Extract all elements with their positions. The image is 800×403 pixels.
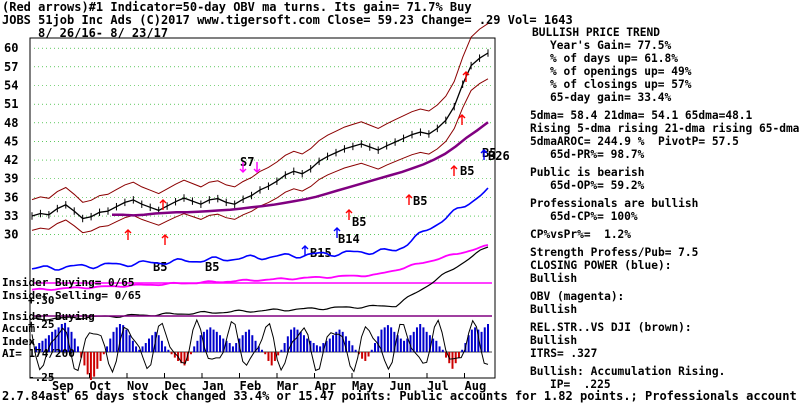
accum-ma-line xyxy=(31,318,489,374)
signal-label: B5 xyxy=(460,164,474,178)
y-tick-label: 33 xyxy=(4,209,18,223)
y-tick-label: 60 xyxy=(4,41,18,55)
y-tick-label: 51 xyxy=(4,97,18,111)
panel-pr65: 65d-PR%= 98.7% xyxy=(550,148,645,161)
ai-value-label: AI= 174/200 xyxy=(2,347,75,360)
y-tick-label: 39 xyxy=(4,172,18,186)
panel-cpvspr: CP%vsPr%= 1.2% xyxy=(530,228,632,241)
x-month-label: Dec xyxy=(165,379,187,393)
signal-arrowhead xyxy=(458,114,466,119)
insider-buying-label: Insider Buying= 0/65 xyxy=(2,276,134,289)
panel-rising: Rising 5-dma rising 21-dma rising 65-dma xyxy=(530,122,800,135)
panel-obv: OBV (magenta): xyxy=(530,290,625,303)
signal-arrowhead xyxy=(405,194,413,199)
panel-closings-up: % of closings up= 57% xyxy=(550,78,692,91)
chart-header-line1: (Red arrows)#1 Indicator=50-day OBV ma t… xyxy=(2,0,472,14)
panel-closing-power-val: Bullish xyxy=(530,272,578,285)
insider-selling-label: Insider Selling= 0/65 xyxy=(2,289,141,302)
x-month-label: Sep xyxy=(52,379,74,393)
panel-accum: Bullish: Accumulation Rising. xyxy=(530,365,726,378)
price-bands xyxy=(31,23,489,234)
indicator-panels xyxy=(31,187,492,380)
price-plot-frame xyxy=(29,37,496,379)
insider-buying-label-2: Insider Buying xyxy=(2,310,95,323)
signal-arrowhead xyxy=(301,245,309,250)
signal-arrowhead xyxy=(159,199,167,204)
obv-line xyxy=(31,244,489,291)
x-month-label: Jun xyxy=(390,379,412,393)
x-month-label: Aug xyxy=(465,379,487,393)
price-line xyxy=(31,52,489,220)
x-month-label: Jul xyxy=(427,379,449,393)
panel-ip: IP= .225 xyxy=(550,378,611,391)
y-tick-label: 54 xyxy=(4,79,18,93)
panel-aroc: 5dmaAROC= 244.9 % PivotP= 57.5 xyxy=(530,135,739,148)
ma65-line xyxy=(112,121,489,217)
accum-bottom-label: -.25 xyxy=(28,371,55,384)
signal-label: B5 xyxy=(352,215,366,229)
signal-arrowhead xyxy=(480,149,488,154)
x-month-label: Mar xyxy=(277,379,299,393)
x-month-label: Feb xyxy=(240,379,262,393)
signal-arrowhead xyxy=(253,168,261,173)
closing-power-line xyxy=(31,187,489,271)
signal-arrowhead xyxy=(161,234,169,239)
signal-label: B5 xyxy=(205,260,219,274)
y-tick-label: 48 xyxy=(4,116,18,130)
y-tick-label: 36 xyxy=(4,190,18,204)
lower-band xyxy=(31,78,489,234)
panel-days-up: % of days up= 61.8% xyxy=(550,52,678,65)
panel-strength: Strength Profess/Pub= 7.5 xyxy=(530,246,699,259)
signal-label: B26 xyxy=(488,149,510,163)
panel-gain65: 65-day gain= 33.4% xyxy=(550,91,672,104)
signal-arrowhead xyxy=(450,165,458,170)
panel-itrs: ITRS= .327 xyxy=(530,347,598,360)
y-tick-label: 42 xyxy=(4,153,18,167)
info-panel: BULLISH PRICE TREND Year's Gain= 77.5% %… xyxy=(530,26,800,391)
accum-top2-label: +.30 xyxy=(28,294,55,307)
panel-op65: 65d-OP%= 59.2% xyxy=(550,179,645,192)
panel-closing-power: CLOSING POWER (blue): xyxy=(530,259,672,272)
signal-label: B5 xyxy=(413,194,427,208)
signal-arrowhead xyxy=(124,229,132,234)
accum-top-label: +.25 xyxy=(28,318,55,331)
x-month-label: Nov xyxy=(127,379,149,393)
signal-arrowhead xyxy=(333,227,341,232)
panel-years-gain: Year's Gain= 77.5% xyxy=(550,39,672,52)
signal-label: S7 xyxy=(240,155,254,169)
panel-openings-up: % of openings up= 49% xyxy=(550,65,692,78)
panel-public: Public is bearish xyxy=(530,166,645,179)
x-month-label: Jan xyxy=(202,379,224,393)
x-month-label: Apr xyxy=(315,379,337,393)
footer-summary: 2.7.84ast 65 days stock changed 33.4% or… xyxy=(2,389,800,403)
panel-cp65: 65d-CP%= 100% xyxy=(550,210,638,223)
panel-pros: Professionals are bullish xyxy=(530,197,699,210)
panel-relstr-val: Bullish xyxy=(530,334,578,347)
upper-band xyxy=(31,23,489,203)
price-gridlines xyxy=(34,47,492,235)
x-month-label: Oct xyxy=(90,379,112,393)
panel-dma: 5dma= 58.4 21dma= 54.1 65dma=48.1 xyxy=(530,109,753,122)
chart-header-line2: JOBS 51job Inc Ads (C)2017 www.tigersoft… xyxy=(2,13,573,27)
panel-obv-val: Bullish xyxy=(530,303,578,316)
signal-label: B14 xyxy=(338,232,360,246)
accum-index-label: Index xyxy=(2,335,35,348)
accum-label: Accum xyxy=(2,322,35,335)
signal-label: B5 xyxy=(482,146,496,160)
signal-arrowhead xyxy=(239,168,247,173)
signal-arrowhead xyxy=(345,209,353,214)
signal-arrowhead xyxy=(462,71,470,76)
x-axis-months: Sep Oct Nov Dec Jan Feb Mar Apr May Jun Jul Aug xyxy=(51,373,487,393)
y-tick-label: 45 xyxy=(4,134,18,148)
x-month-label: May xyxy=(352,379,374,393)
chart-date-range: 8/ 26/16- 8/ 23/17 xyxy=(38,26,168,40)
panel-relstr: REL.STR..VS DJI (brown): xyxy=(530,321,692,334)
y-tick-label: 57 xyxy=(4,60,18,74)
y-tick-label: 30 xyxy=(4,228,18,242)
y-axis-ticks: 60 57 54 51 48 45 42 39 36 33 30 xyxy=(4,41,18,241)
price-series xyxy=(31,49,489,223)
panel-title: BULLISH PRICE TREND xyxy=(532,26,660,39)
